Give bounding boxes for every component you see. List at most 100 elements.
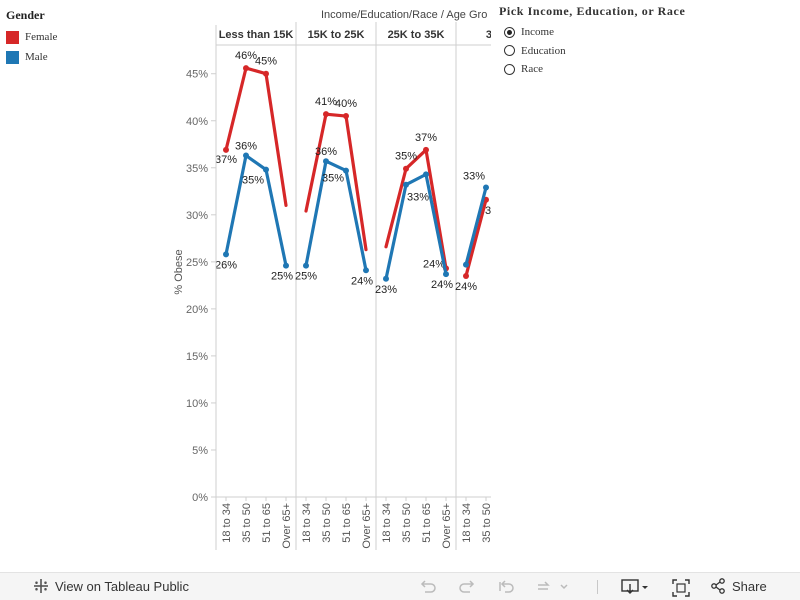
panel-header: 25K to 35K bbox=[388, 29, 445, 41]
y-tick-label: 25% bbox=[186, 257, 208, 269]
y-tick-label: 10% bbox=[186, 398, 208, 410]
undo-icon[interactable] bbox=[419, 579, 437, 595]
data-point-female bbox=[223, 146, 229, 153]
radio-race[interactable]: Race bbox=[499, 60, 685, 79]
series-line-male bbox=[304, 159, 368, 272]
data-point-female bbox=[243, 65, 249, 72]
x-tick-label: Over 65+ bbox=[361, 503, 373, 549]
series-line-male bbox=[464, 185, 488, 267]
share-button[interactable]: Share bbox=[710, 578, 767, 594]
panel-header: Less than 15K bbox=[219, 29, 294, 41]
legend-item-female[interactable]: Female bbox=[6, 27, 57, 47]
y-axis-label: % Obese bbox=[173, 249, 185, 294]
x-tick-label: 18 to 34 bbox=[461, 503, 473, 543]
radio-education[interactable]: Education bbox=[499, 42, 685, 61]
x-tick-label: 35 to 50 bbox=[481, 503, 493, 543]
data-point-female bbox=[323, 111, 329, 118]
toolbar: View on Tableau Public Share bbox=[0, 572, 800, 600]
radio-label-race: Race bbox=[521, 63, 543, 76]
x-tick-label: 18 to 34 bbox=[381, 503, 393, 543]
series-line-female bbox=[224, 66, 288, 208]
x-tick-label: 51 to 65 bbox=[341, 503, 353, 543]
share-icon bbox=[711, 578, 725, 594]
y-tick-label: 45% bbox=[186, 69, 208, 81]
data-point-male bbox=[323, 158, 329, 165]
x-tick-label: 51 to 65 bbox=[261, 503, 273, 543]
data-label-male: 35% bbox=[322, 173, 344, 185]
data-label-female: 35% bbox=[395, 151, 417, 163]
data-point-male bbox=[243, 152, 249, 159]
y-tick-label: 0% bbox=[192, 492, 208, 504]
data-label-female: 37% bbox=[215, 154, 237, 166]
data-label-male: 36% bbox=[235, 141, 257, 153]
redo-icon[interactable] bbox=[458, 579, 476, 595]
share-label: Share bbox=[732, 578, 767, 594]
legend-title: Gender bbox=[6, 8, 45, 22]
y-tick-label: 20% bbox=[186, 304, 208, 316]
radio-button-education[interactable] bbox=[504, 45, 515, 57]
data-label-male: 33% bbox=[463, 171, 485, 183]
data-label-male: 24% bbox=[351, 275, 373, 287]
data-label-female: 3 bbox=[485, 205, 491, 217]
data-point-male bbox=[263, 166, 269, 173]
radio-label-income: Income bbox=[521, 26, 554, 39]
legend-swatch-female bbox=[6, 30, 19, 44]
x-tick-label: Over 65+ bbox=[281, 503, 293, 549]
panel-header: 15K to 25K bbox=[308, 29, 365, 41]
x-tick-label: Over 65+ bbox=[521, 503, 533, 549]
view-on-tableau-public-label: View on Tableau Public bbox=[55, 578, 189, 594]
data-label-male: 36% bbox=[315, 146, 337, 158]
data-point-male bbox=[283, 262, 289, 269]
refresh-icon[interactable] bbox=[536, 579, 568, 595]
data-point-female bbox=[463, 272, 469, 279]
column-header-title: Income/Education/Race / Age Gro bbox=[321, 9, 487, 21]
x-tick-label: 35 to 50 bbox=[321, 503, 333, 543]
radio-income[interactable]: Income bbox=[499, 23, 685, 42]
data-label-female: 24% bbox=[423, 258, 445, 270]
legend-swatch-male bbox=[6, 50, 19, 64]
line-chart: Less than 15K 18 to 34 35 to 50 51 to 65 Ove… bbox=[173, 9, 533, 550]
data-point-female bbox=[343, 113, 349, 120]
x-tick-label: 51 to 65 bbox=[421, 503, 433, 543]
series-line-female bbox=[304, 112, 368, 252]
parameter-title: Pick Income, Education, or Race bbox=[499, 4, 686, 18]
parameter-control: Pick Income, Education, or Race Income E… bbox=[499, 4, 685, 79]
data-label-female: 45% bbox=[255, 56, 277, 68]
view-on-tableau-public-link[interactable]: View on Tableau Public bbox=[33, 578, 189, 594]
y-tick-label: 40% bbox=[186, 116, 208, 128]
data-point-male bbox=[423, 171, 429, 178]
fullscreen-icon[interactable] bbox=[672, 579, 690, 597]
data-point-male bbox=[483, 184, 489, 191]
data-label-male: 26% bbox=[215, 259, 237, 271]
data-point-male bbox=[363, 267, 369, 274]
x-tick-label: 35 to 50 bbox=[401, 503, 413, 543]
data-point-male bbox=[443, 271, 449, 278]
data-point-male bbox=[223, 251, 229, 258]
y-tick-label: 15% bbox=[186, 351, 208, 363]
data-point-male bbox=[303, 262, 309, 269]
radio-label-education: Education bbox=[521, 44, 566, 57]
data-label-male: 25% bbox=[295, 271, 317, 283]
download-icon[interactable] bbox=[621, 579, 651, 597]
plot-area: Less than 15K 18 to 34 35 to 50 51 to 65 Ove… bbox=[215, 22, 533, 550]
series-line-female bbox=[464, 198, 488, 278]
legend-item-male[interactable]: Male bbox=[6, 47, 57, 67]
data-point-male bbox=[383, 275, 389, 282]
radio-button-race[interactable] bbox=[504, 63, 515, 75]
data-label-male: 24% bbox=[431, 279, 453, 291]
data-label-female: 41% bbox=[315, 96, 337, 108]
data-point-female bbox=[263, 70, 269, 77]
data-point-male bbox=[463, 261, 469, 268]
x-tick-label: 18 to 34 bbox=[301, 503, 313, 543]
x-tick-label: 18 to 34 bbox=[221, 503, 233, 543]
revert-icon[interactable] bbox=[498, 579, 516, 595]
data-point-male bbox=[403, 181, 409, 188]
series-line-female bbox=[384, 148, 448, 271]
radio-button-income[interactable] bbox=[504, 26, 515, 38]
x-tick-label: Over 65+ bbox=[441, 503, 453, 549]
data-label-female: 24% bbox=[455, 281, 477, 293]
series-line-male bbox=[224, 153, 288, 268]
legend: Gender Female Male bbox=[6, 8, 57, 67]
legend-label-female: Female bbox=[25, 31, 58, 43]
data-label-male: 23% bbox=[375, 284, 397, 296]
